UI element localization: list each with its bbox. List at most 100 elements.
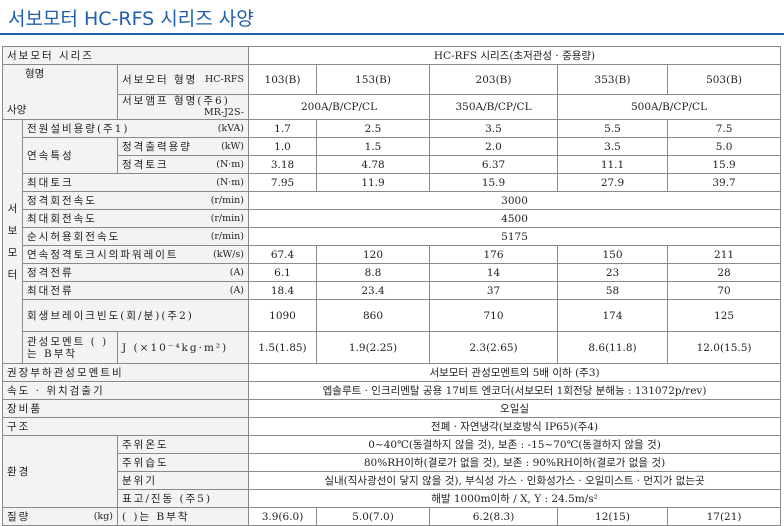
table-row: 정격전류 (A) 6.1 8.8 14 23 28 bbox=[3, 263, 782, 282]
environment-text: 실내(직사광선이 닿지 않을 것), 부식성 가스 · 인화성가스 · 오일미스… bbox=[248, 471, 782, 490]
label: 관성모멘트 ( )는 B부착 bbox=[27, 335, 109, 360]
environment-item-text: 주위습도 bbox=[122, 456, 169, 469]
value: 1.7 bbox=[248, 119, 318, 138]
environment-text-text: 80%RH이하(결로가 없을 것), 보존 : 90%RH이하(결로가 없을 것… bbox=[363, 456, 666, 469]
value: 2.0 bbox=[429, 137, 559, 156]
environment-item: 분위기 bbox=[116, 471, 250, 490]
value: 7.95 bbox=[248, 173, 318, 192]
environment-item-text: 표고/진동 (주5) bbox=[122, 492, 213, 505]
table-row: 최대토크 (N·m) 7.95 11.9 15.9 27.9 39.7 bbox=[3, 173, 782, 192]
spec-label: 구조 bbox=[1, 417, 250, 436]
value: 18.4 bbox=[248, 281, 318, 300]
table-row: 분위기 실내(직사광선이 닿지 않을 것), 부식성 가스 · 인화성가스 · 오… bbox=[3, 471, 782, 490]
value-text: 150 bbox=[602, 248, 623, 261]
value: 860 bbox=[316, 299, 431, 332]
page-title: 서보모터 HC-RFS 시리즈 사양 bbox=[8, 8, 254, 30]
value: 211 bbox=[667, 245, 782, 264]
environment-text-text: 0~40℃(동결하지 않을 것), 보존 : -15~70℃(동결하지 않을 것… bbox=[368, 438, 661, 451]
label: 질량 bbox=[7, 510, 31, 523]
label: 정격회전속도 bbox=[27, 194, 97, 207]
unit: (N·m) bbox=[216, 158, 245, 170]
value: 174 bbox=[557, 299, 669, 332]
value-text: 23 bbox=[605, 266, 620, 279]
value: 14 bbox=[429, 263, 559, 282]
motor-model-label: 서보모터 형명 HC-RFS bbox=[116, 64, 250, 95]
spec-text-text: 서보모터 관성모멘트의 5배 이하 (주3) bbox=[429, 366, 600, 379]
row-label: 최대회전속도 (r/min) bbox=[21, 209, 250, 228]
value-text: 125 bbox=[714, 309, 735, 322]
table-row: 서보모터 전원설비용량(주1) (kVA) 1.7 2.5 3.5 5.5 7.5 bbox=[2, 119, 782, 364]
value-text: 5175 bbox=[501, 230, 528, 243]
table-row: 표고/진동 (주5) 해발 1000m이하 / X, Y : 24.5m/s² bbox=[3, 489, 782, 508]
value: 11.1 bbox=[557, 155, 669, 174]
row-label: 정격토크 (N·m) bbox=[116, 155, 250, 174]
value-text: 710 bbox=[483, 309, 504, 322]
series-value: HC-RFS 시리즈(초저관성 · 중용량) bbox=[248, 46, 782, 65]
value-text: 6.2(8.3) bbox=[472, 510, 515, 523]
environment-item: 주위습도 bbox=[116, 453, 250, 472]
row-label: 정격전류 (A) bbox=[21, 263, 250, 282]
value: 150 bbox=[557, 245, 669, 264]
value-text: 28 bbox=[717, 266, 731, 279]
table-row: 형명 사양 서보모터 형명 HC-RFS 103(B) 153(B) 203(B) 353(B… bbox=[2, 64, 782, 120]
table-row: 연속정격토크시의파워레이트 (kW/s) 67.4 120 176 150 211 bbox=[3, 245, 782, 264]
table-row: 주위습도 80%RH이하(결로가 없을 것), 보존 : 90%RH이하(결로가 … bbox=[3, 453, 782, 472]
model-text: 353(B) bbox=[594, 73, 631, 86]
value: 12.0(15.5) bbox=[667, 331, 782, 364]
table-row: 관성모멘트 ( )는 B부착 J (×10⁻⁴kg·m²) 1.5(1.85) 1.9… bbox=[3, 331, 782, 364]
environment-label-text: 환경 bbox=[7, 465, 31, 478]
table-row: 정격회전속도 (r/min) 3000 bbox=[3, 191, 782, 210]
value-text: 17(21) bbox=[706, 510, 742, 523]
table-row: 환경 주위온도 0~40℃(동결하지 않을 것), 보존 : -15~70℃(동결하… bbox=[2, 435, 782, 508]
value: 23 bbox=[557, 263, 669, 282]
environment-item: 표고/진동 (주5) bbox=[116, 489, 250, 508]
environment-label: 환경 bbox=[2, 435, 118, 508]
corner-bottom: 사양 bbox=[7, 104, 27, 116]
value: 11.9 bbox=[316, 173, 431, 192]
amp-model-text: 350A/B/CP/CL bbox=[455, 101, 532, 113]
series-value-text: HC-RFS 시리즈(초저관성 · 중용량) bbox=[433, 49, 596, 62]
value-text: 12(15) bbox=[595, 510, 630, 523]
label: 정격전류 bbox=[27, 266, 74, 279]
series-label: 서보모터 시리즈 bbox=[1, 46, 250, 65]
value: 70 bbox=[667, 281, 782, 300]
amp-label: 서보앰프 형명(주6) MR-J2S- bbox=[116, 94, 250, 120]
environment-item-text: 주위온도 bbox=[122, 438, 169, 451]
value-text: 5.0(7.0) bbox=[352, 510, 394, 523]
value: 1.0 bbox=[248, 137, 318, 156]
environment-item-text: 분위기 bbox=[122, 474, 157, 487]
value: 3.5 bbox=[557, 137, 669, 156]
value: 176 bbox=[429, 245, 559, 264]
row-sublabel-text: J (×10⁻⁴kg·m²) bbox=[122, 341, 229, 354]
value: 5.0 bbox=[667, 137, 782, 156]
value-text: 70 bbox=[717, 284, 731, 297]
value: 8.8 bbox=[316, 263, 431, 282]
unit: (kg) bbox=[93, 510, 113, 522]
row-label: 회생브레이크빈도(회/분)(주2) bbox=[21, 299, 250, 332]
value-text: 1.0 bbox=[274, 140, 291, 153]
unit: (kVA) bbox=[217, 122, 245, 134]
mass-note-text: ( )는 B부착 bbox=[122, 510, 190, 523]
value: 3000 bbox=[248, 191, 782, 210]
value-text: 15.9 bbox=[481, 176, 506, 189]
row-label: 최대전류 (A) bbox=[21, 281, 250, 300]
value-text: 11.1 bbox=[600, 158, 625, 171]
row-label: 전원설비용량(주1) (kVA) bbox=[21, 119, 250, 138]
value-text: 12.0(15.5) bbox=[696, 341, 752, 354]
unit: (kW) bbox=[221, 140, 245, 152]
value: 67.4 bbox=[248, 245, 318, 264]
table-row: 권장부하관성모멘트비 서보모터 관성모멘트의 5배 이하 (주3) bbox=[1, 363, 782, 382]
spec-label: 권장부하관성모멘트비 bbox=[1, 363, 250, 382]
label: 서보앰프 형명(주6) bbox=[122, 95, 230, 108]
value-text: 174 bbox=[602, 309, 623, 322]
environment-text: 해발 1000m이하 / X, Y : 24.5m/s² bbox=[248, 489, 782, 508]
label: 서보모터 형명 bbox=[122, 73, 198, 86]
environment-text: 0~40℃(동결하지 않을 것), 보존 : -15~70℃(동결하지 않을 것… bbox=[248, 435, 782, 454]
value-text: 39.7 bbox=[712, 176, 736, 189]
value: 58 bbox=[557, 281, 669, 300]
value-text: 176 bbox=[483, 248, 504, 261]
value-text: 3000 bbox=[501, 194, 528, 207]
value-text: 5.5 bbox=[604, 122, 621, 135]
value-text: 7.5 bbox=[715, 122, 733, 135]
